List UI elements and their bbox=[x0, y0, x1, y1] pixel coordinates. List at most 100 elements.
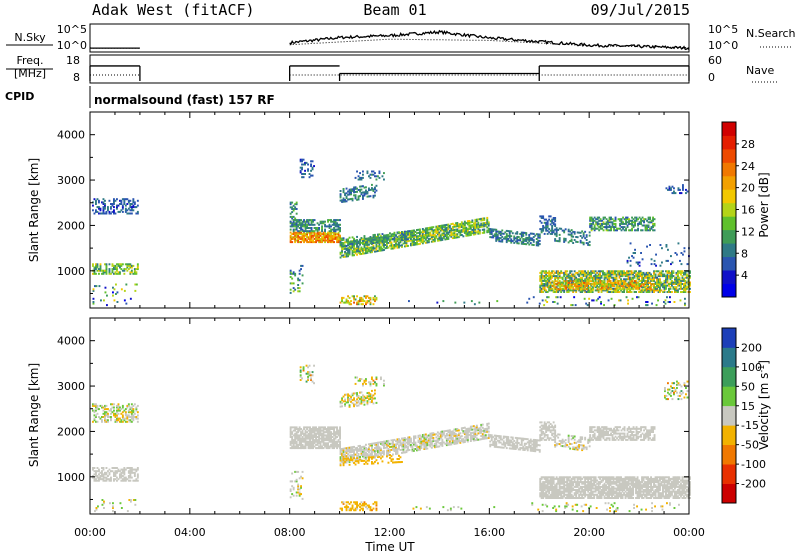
data-cell bbox=[303, 223, 305, 226]
data-cell bbox=[341, 296, 343, 299]
data-cell bbox=[318, 431, 320, 434]
data-cell bbox=[401, 235, 403, 238]
data-cell bbox=[315, 443, 317, 446]
data-cell bbox=[93, 476, 96, 479]
data-cell bbox=[378, 452, 381, 455]
data-cell bbox=[294, 428, 297, 430]
data-cell bbox=[669, 281, 672, 284]
data-cell bbox=[113, 412, 115, 415]
data-cell bbox=[480, 224, 483, 227]
data-cell bbox=[617, 279, 619, 282]
data-cell bbox=[402, 231, 405, 234]
data-cell bbox=[289, 203, 292, 206]
data-cell bbox=[647, 283, 649, 285]
data-cell bbox=[386, 243, 388, 246]
data-cell bbox=[383, 245, 385, 248]
data-cell bbox=[567, 228, 570, 231]
data-cell bbox=[540, 217, 543, 219]
data-cell bbox=[301, 220, 304, 223]
data-cell bbox=[102, 409, 105, 412]
data-cell bbox=[298, 440, 301, 443]
data-cell bbox=[307, 375, 309, 378]
data-cell bbox=[639, 291, 642, 293]
data-cell bbox=[95, 201, 97, 204]
data-cell bbox=[596, 218, 599, 221]
data-cell bbox=[675, 278, 678, 281]
data-cell bbox=[445, 238, 448, 241]
data-cell bbox=[366, 449, 369, 452]
data-cell bbox=[319, 222, 322, 225]
data-cell bbox=[120, 475, 123, 477]
data-cell bbox=[377, 448, 379, 451]
data-cell bbox=[98, 272, 100, 275]
data-cell bbox=[612, 291, 615, 293]
data-cell bbox=[642, 278, 645, 281]
data-cell bbox=[456, 236, 459, 239]
data-cell bbox=[301, 282, 304, 285]
data-cell bbox=[535, 238, 538, 240]
data-cell bbox=[330, 436, 332, 438]
data-cell bbox=[460, 230, 463, 233]
data-cell bbox=[522, 242, 525, 245]
data-cell bbox=[405, 446, 408, 449]
data-cell bbox=[617, 270, 619, 273]
data-cell bbox=[644, 279, 646, 282]
data-cell bbox=[120, 408, 123, 411]
data-cell bbox=[427, 228, 430, 231]
data-cell bbox=[299, 166, 302, 169]
data-cell bbox=[375, 178, 378, 181]
data-cell bbox=[606, 270, 609, 273]
data-cell bbox=[133, 473, 136, 476]
data-cell bbox=[371, 249, 373, 252]
data-cell bbox=[489, 228, 492, 231]
data-cell bbox=[357, 240, 360, 243]
data-cell bbox=[416, 446, 418, 449]
data-cell bbox=[104, 206, 106, 209]
data-cell bbox=[297, 290, 300, 293]
data-cell bbox=[123, 419, 126, 422]
data-cell bbox=[572, 275, 575, 278]
data-cell bbox=[616, 281, 618, 284]
data-cell bbox=[551, 228, 554, 231]
data-cell bbox=[660, 271, 663, 274]
data-cell bbox=[427, 434, 430, 437]
data-cell bbox=[365, 252, 367, 255]
data-cell bbox=[543, 270, 546, 273]
data-cell bbox=[359, 176, 361, 179]
data-cell bbox=[123, 409, 126, 412]
data-cell bbox=[102, 271, 105, 274]
data-cell bbox=[351, 240, 354, 243]
data-cell bbox=[398, 447, 400, 450]
data-cell bbox=[310, 443, 313, 446]
data-cell bbox=[136, 467, 139, 469]
data-cell bbox=[362, 197, 364, 200]
data-cell bbox=[312, 434, 314, 437]
data-cell bbox=[337, 228, 340, 231]
data-cell bbox=[483, 230, 486, 233]
data-cell bbox=[475, 231, 478, 234]
data-cell bbox=[116, 416, 118, 418]
data-cell bbox=[366, 192, 369, 195]
data-cell bbox=[447, 223, 450, 226]
data-cell bbox=[111, 269, 114, 272]
data-cell bbox=[603, 271, 606, 274]
data-cell bbox=[654, 283, 657, 285]
data-cell bbox=[117, 412, 120, 415]
data-cell bbox=[378, 176, 381, 179]
data-cell bbox=[612, 278, 615, 281]
data-cell bbox=[555, 233, 558, 236]
data-cell bbox=[441, 238, 444, 241]
data-cell bbox=[333, 445, 335, 448]
data-cell bbox=[124, 209, 127, 212]
data-cell bbox=[419, 445, 421, 448]
data-cell bbox=[341, 199, 343, 202]
data-cell bbox=[313, 428, 316, 430]
data-cell bbox=[684, 297, 686, 300]
data-cell bbox=[354, 186, 357, 189]
data-cell bbox=[603, 304, 605, 307]
data-cell bbox=[99, 264, 102, 267]
data-cell bbox=[520, 236, 523, 239]
data-cell bbox=[591, 271, 594, 274]
data-cell bbox=[553, 301, 556, 303]
